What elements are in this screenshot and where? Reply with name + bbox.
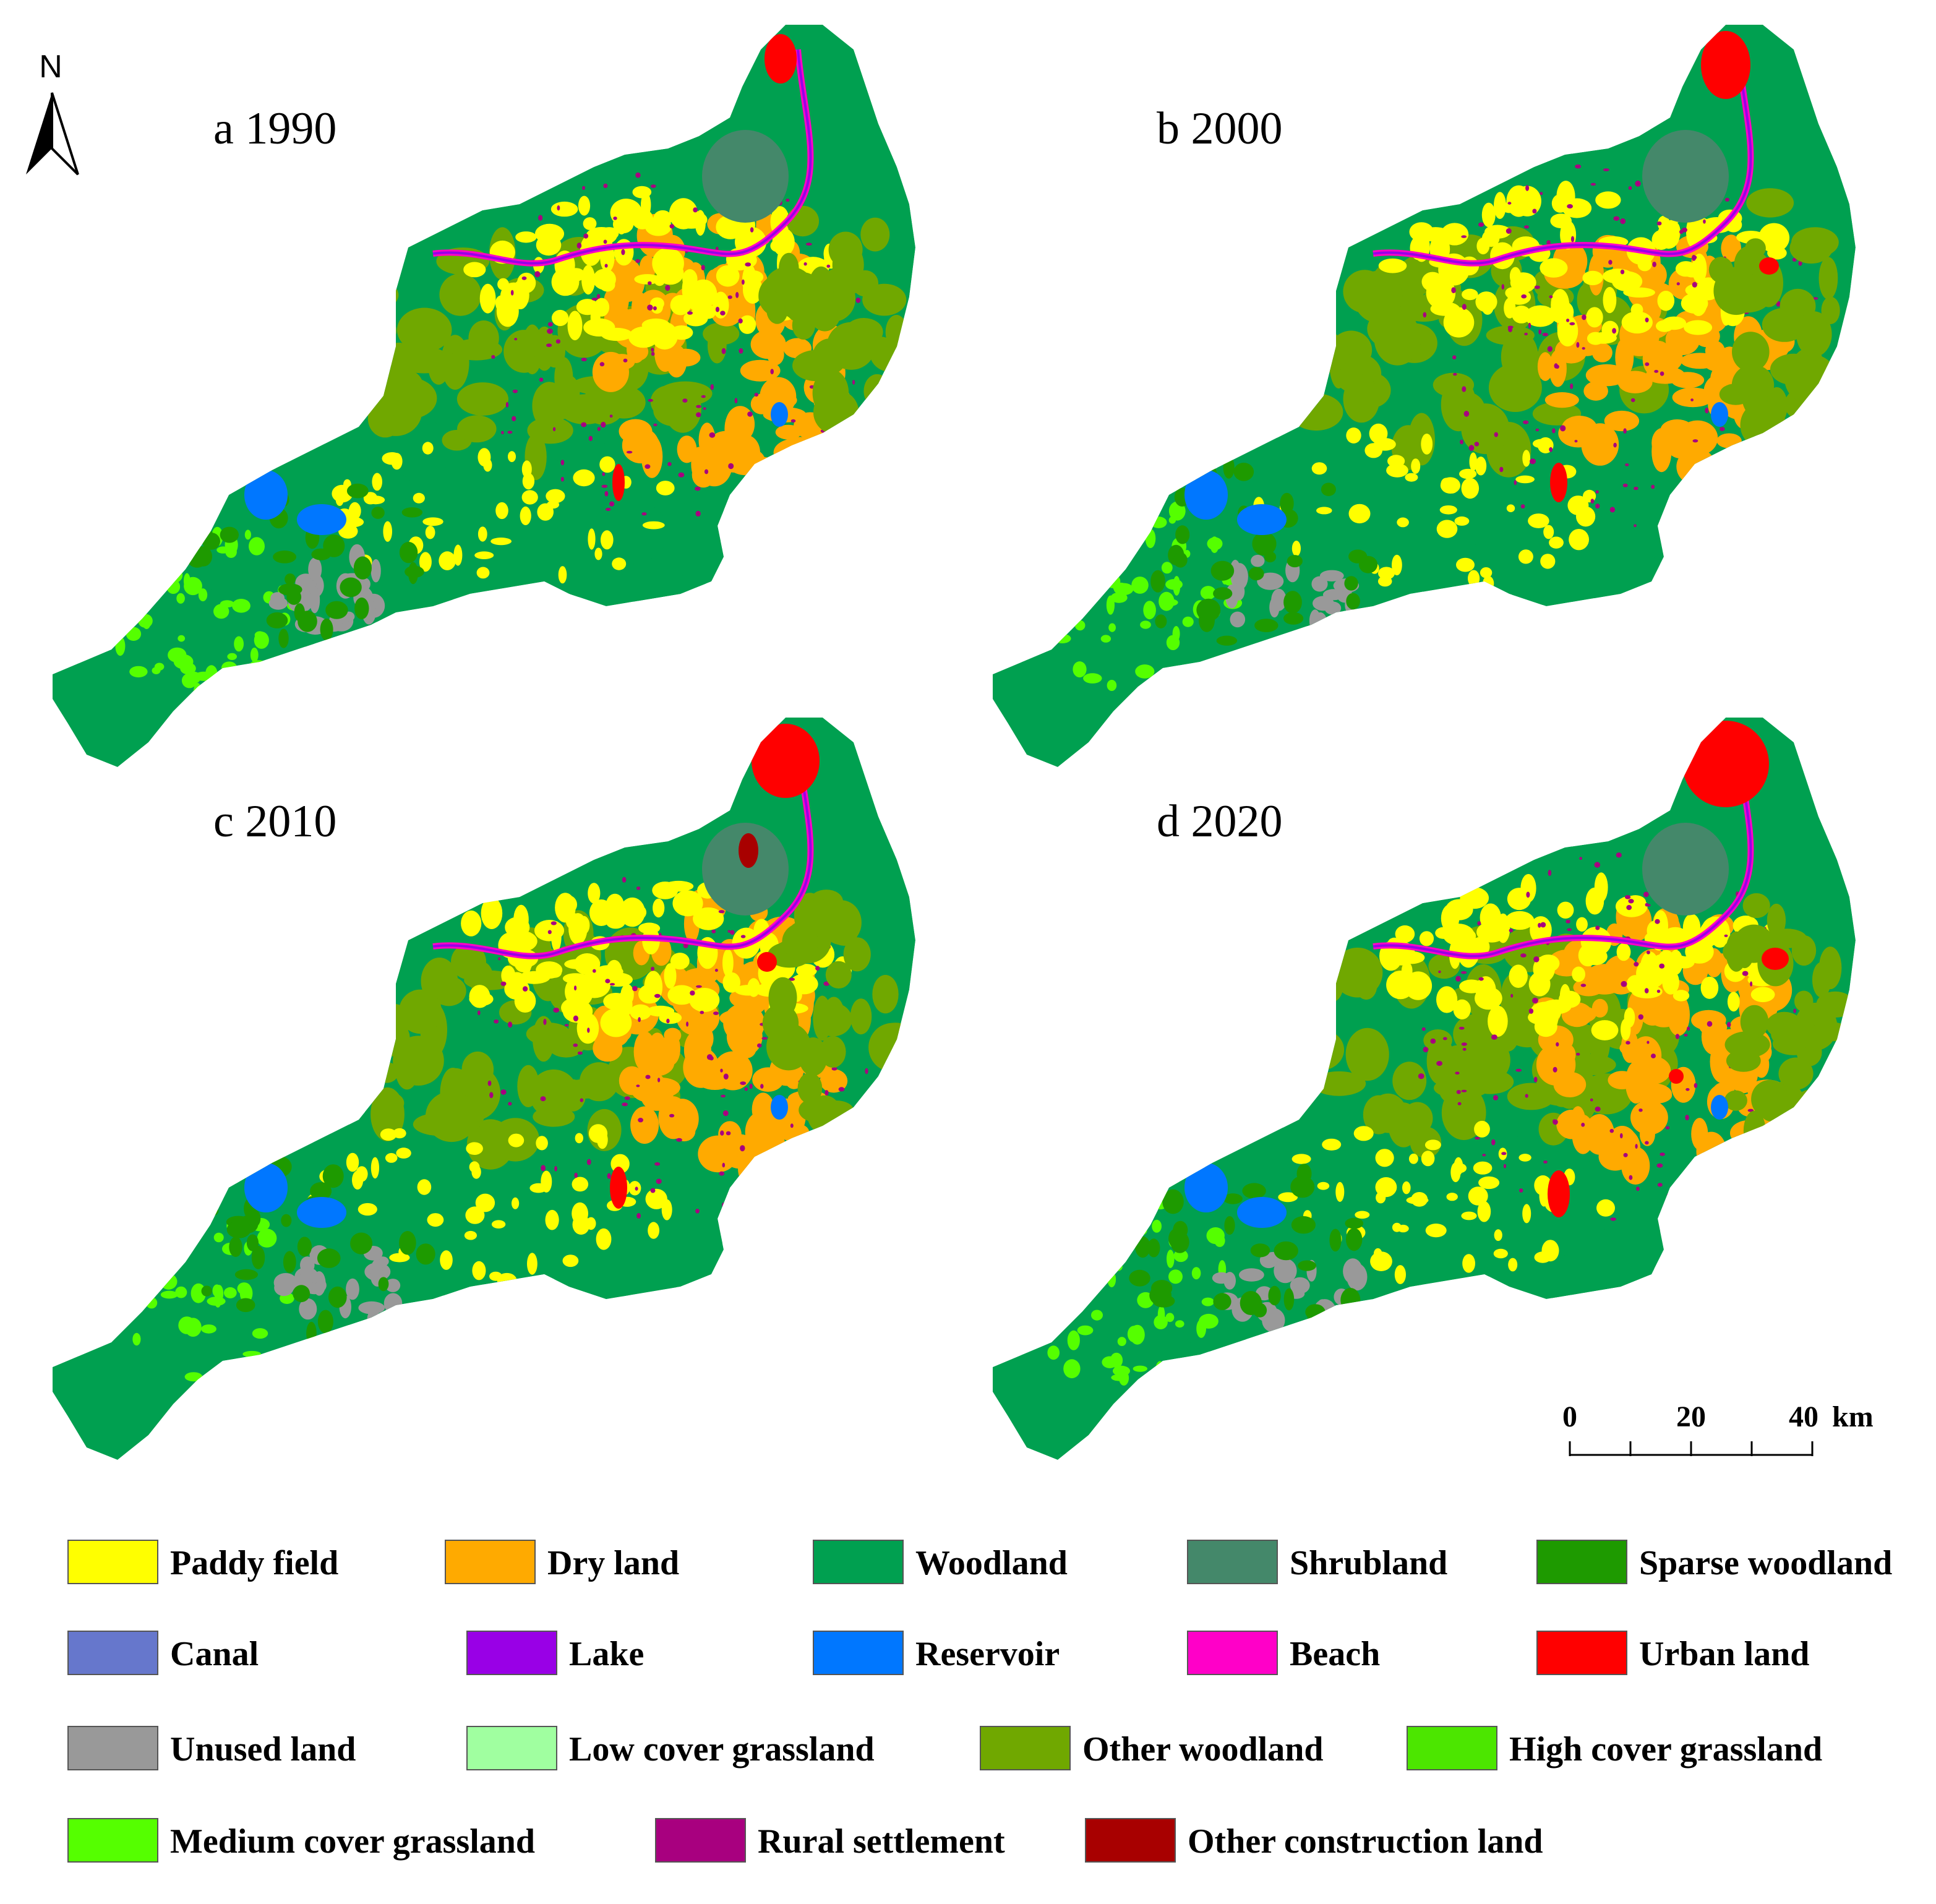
legend-item: Canal xyxy=(67,1631,259,1675)
scale-unit: km xyxy=(1832,1400,1874,1433)
scale-tick-0: 0 xyxy=(1562,1400,1577,1433)
legend-label: Sparse woodland xyxy=(1639,1544,1892,1582)
legend-label: Medium cover grassland xyxy=(170,1822,535,1861)
legend-swatch xyxy=(1187,1631,1278,1675)
legend-item: Other construction land xyxy=(1085,1818,1543,1863)
basin-map xyxy=(53,718,915,1460)
legend-label: Urban land xyxy=(1639,1635,1809,1673)
legend-item: Lake xyxy=(466,1631,644,1675)
scale-bar: 0 20 40 km xyxy=(1562,1400,1874,1456)
legend-item: Low cover grassland xyxy=(466,1726,875,1770)
legend-label: Woodland xyxy=(915,1544,1068,1582)
legend-item: Sparse woodland xyxy=(1536,1540,1892,1584)
legend-swatch xyxy=(67,1631,158,1675)
legend-swatch xyxy=(1536,1540,1627,1584)
legend-label: Low cover grassland xyxy=(569,1730,875,1769)
legend-label: Beach xyxy=(1290,1635,1380,1673)
legend-label: High cover grassland xyxy=(1509,1730,1822,1769)
legend-label: Reservoir xyxy=(915,1635,1060,1673)
legend-item: Shrubland xyxy=(1187,1540,1447,1584)
legend-swatch xyxy=(1536,1631,1627,1675)
legend-swatch xyxy=(67,1726,158,1770)
panel-label-a: a 1990 xyxy=(213,103,336,154)
legend-label: Lake xyxy=(569,1635,644,1673)
legend-swatch xyxy=(466,1631,557,1675)
legend: Paddy field Dry land Woodland Shrubland Spar… xyxy=(67,1540,1892,1863)
legend-label: Canal xyxy=(170,1635,259,1673)
map-panel-2020: d 2020 xyxy=(993,718,1856,1460)
legend-label: Other construction land xyxy=(1188,1822,1543,1861)
legend-item: Beach xyxy=(1187,1631,1380,1675)
panel-label-b: b 2000 xyxy=(1157,103,1283,154)
map-panel-2010: c 2010 xyxy=(53,718,915,1460)
legend-swatch xyxy=(813,1540,904,1584)
legend-label: Shrubland xyxy=(1290,1544,1447,1582)
panel-label-c: c 2010 xyxy=(213,796,336,847)
panel-label-d: d 2020 xyxy=(1157,796,1283,847)
legend-item: Reservoir xyxy=(813,1631,1060,1675)
legend-item: Rural settlement xyxy=(655,1818,1005,1863)
basin-map xyxy=(993,25,1856,767)
map-panel-2000: b 2000 xyxy=(993,25,1856,767)
legend-item: Paddy field xyxy=(67,1540,338,1584)
legend-item: Woodland xyxy=(813,1540,1068,1584)
legend-item: Unused land xyxy=(67,1726,356,1770)
legend-item: Urban land xyxy=(1536,1631,1809,1675)
legend-label: Dry land xyxy=(547,1544,679,1582)
legend-item: Dry land xyxy=(445,1540,679,1584)
map-panel-1990: a 1990 xyxy=(53,25,915,767)
legend-label: Other woodland xyxy=(1082,1730,1323,1769)
legend-swatch xyxy=(67,1540,158,1584)
legend-item: Other woodland xyxy=(980,1726,1323,1770)
north-label: N xyxy=(39,49,62,85)
basin-map xyxy=(993,718,1856,1460)
north-arrow-icon xyxy=(26,92,79,176)
legend-swatch xyxy=(1085,1818,1176,1863)
basin-map xyxy=(53,25,915,767)
legend-swatch xyxy=(466,1726,557,1770)
legend-swatch xyxy=(980,1726,1071,1770)
legend-item: Medium cover grassland xyxy=(67,1818,535,1863)
legend-label: Rural settlement xyxy=(758,1822,1005,1861)
legend-label: Paddy field xyxy=(170,1544,338,1582)
scale-tick-40: 40 xyxy=(1789,1400,1818,1433)
legend-label: Unused land xyxy=(170,1730,356,1769)
legend-swatch xyxy=(67,1818,158,1863)
legend-item: High cover grassland xyxy=(1407,1726,1822,1770)
scale-tick-20: 20 xyxy=(1676,1400,1706,1433)
legend-swatch xyxy=(1187,1540,1278,1584)
legend-swatch xyxy=(445,1540,536,1584)
legend-swatch xyxy=(813,1631,904,1675)
north-arrow: N xyxy=(26,49,79,176)
legend-swatch xyxy=(655,1818,746,1863)
legend-swatch xyxy=(1407,1726,1497,1770)
